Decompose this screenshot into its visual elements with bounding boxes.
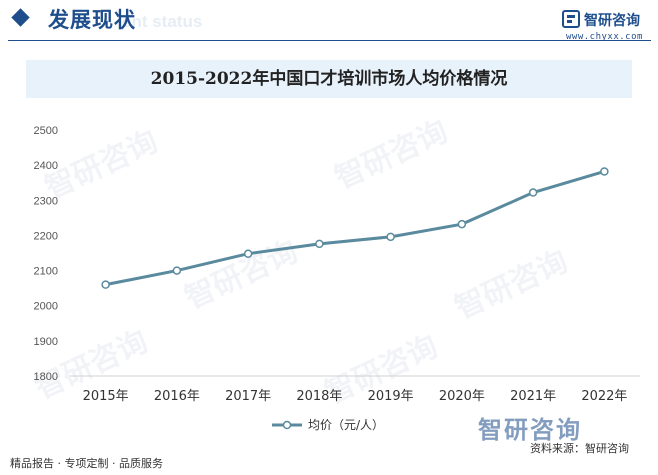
x-tick-label: 2022年 bbox=[581, 389, 627, 404]
data-point bbox=[386, 232, 395, 242]
footer-slogan: 精品报告 · 专项定制 · 品质服务 bbox=[10, 457, 163, 470]
y-tick-label: 2100 bbox=[34, 266, 58, 278]
logo-url: www.chyxx.com bbox=[566, 32, 643, 42]
x-tick-label: 2021年 bbox=[510, 389, 556, 404]
data-point bbox=[528, 188, 538, 197]
y-tick-label: 2500 bbox=[34, 125, 58, 137]
header: ent status 发展现状 智研咨询 www.chyxx.com bbox=[0, 0, 658, 44]
data-point bbox=[101, 280, 110, 289]
logo-name: 智研咨询 bbox=[584, 13, 640, 29]
data-point bbox=[600, 167, 609, 176]
x-tick-label: 2019年 bbox=[368, 389, 414, 404]
chart-title-band: 2015-2022年中国口才培训市场人均价格情况 bbox=[26, 60, 632, 98]
section-title: 发展现状 bbox=[48, 8, 136, 32]
x-tick-label: 2018年 bbox=[296, 389, 342, 404]
logo-icon bbox=[562, 10, 580, 28]
data-point bbox=[457, 219, 467, 229]
x-tick-label: 2017年 bbox=[225, 389, 271, 404]
y-tick-label: 2000 bbox=[34, 301, 58, 313]
data-point bbox=[243, 249, 253, 258]
y-tick-label: 2400 bbox=[34, 160, 58, 172]
x-tick-label: 2016年 bbox=[154, 389, 200, 404]
x-tick-label: 2015年 bbox=[83, 389, 129, 404]
data-point bbox=[172, 266, 182, 275]
legend-marker bbox=[282, 420, 292, 430]
footer-logo: 智研咨询 bbox=[478, 416, 582, 444]
y-tick-label: 2200 bbox=[34, 230, 58, 242]
legend-label: 均价（元/人） bbox=[308, 418, 384, 432]
x-tick-label: 2020年 bbox=[439, 389, 485, 404]
chart-title: 2015-2022年中国口才培训市场人均价格情况 bbox=[150, 69, 508, 89]
brand-logo: 智研咨询 www.chyxx.com bbox=[562, 8, 652, 42]
y-tick-label: 2300 bbox=[34, 195, 58, 207]
data-point bbox=[315, 239, 324, 249]
y-tick-label: 1900 bbox=[34, 336, 58, 348]
series-line bbox=[105, 170, 605, 287]
header-divider bbox=[8, 40, 651, 41]
y-tick-label: 1800 bbox=[34, 371, 58, 383]
data-source: 资料来源：智研咨询 bbox=[530, 442, 629, 455]
section-subtitle: ent status bbox=[122, 12, 203, 31]
